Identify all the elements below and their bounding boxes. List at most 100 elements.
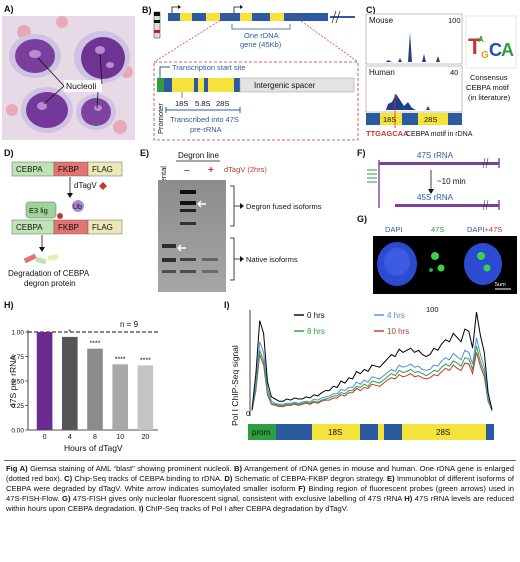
caption-d: Schematic of CEBPA-FKBP degron strategy. xyxy=(232,474,388,483)
one-rdna-label: One rDNA xyxy=(244,31,279,40)
panel-f-label: F) xyxy=(357,148,366,158)
h-ytick-label: 1.00 xyxy=(11,330,24,337)
line-chart-pol1-chipseq: Pol I ChIP-Seq signal 100 0 prom 18S 28S… xyxy=(230,305,494,440)
human-label: Human xyxy=(369,68,395,77)
caption-b-label: B) xyxy=(234,464,243,473)
caption-h: 47S rRNA levels are reduced within hours… xyxy=(6,494,514,513)
logo-g-icon: G xyxy=(481,50,489,61)
motif-label: CEBPA motif in rDNA xyxy=(406,131,473,138)
caption-b: Arrangement of rDNA genes in mouse and h… xyxy=(6,464,514,483)
i-legend-label: 8 hrs xyxy=(307,327,325,336)
i-ylabel: Pol I ChIP-Seq signal xyxy=(230,345,240,426)
dtagv-molecule-icon xyxy=(99,182,107,190)
panel-i: I) Pol I ChIP-Seq signal 100 0 prom 18S … xyxy=(164,298,518,458)
degradation-label-2: degron protein xyxy=(24,279,76,288)
dtag-2hrs-label: dTagV (2hrs) xyxy=(224,165,267,174)
h-xtick-label: 4 xyxy=(68,434,72,441)
gene-size-label: gene (45Kb) xyxy=(240,40,282,49)
white-arrow-native-icon xyxy=(177,244,186,252)
panel-a: A) Nucleoli xyxy=(2,2,137,142)
h-xtick-label: 8 xyxy=(93,434,97,441)
nucleoli-label: Nucleoli xyxy=(66,81,96,91)
g-dapi-label: DAPI xyxy=(385,225,403,234)
pre-rrna-label: pre-rRNA xyxy=(190,125,222,134)
h-bar xyxy=(87,348,103,430)
caption-e: Immunoblot of different isoforms of CEBP… xyxy=(6,474,514,493)
consensus-label-3: (in literature) xyxy=(468,93,511,102)
consensus-label-2: CEBPA motif xyxy=(466,83,510,92)
panel-b-label: B) xyxy=(142,5,152,15)
g-dapi-merge-label: DAPI+47S xyxy=(467,225,502,234)
d-fkbp2-label: FKBP xyxy=(58,223,79,232)
h-bar xyxy=(137,365,154,430)
caption-i-label: I) xyxy=(138,504,144,513)
d-flag-label: FLAG xyxy=(92,165,113,174)
tss-label: Transcription start site xyxy=(172,63,246,72)
panel-h: H) 47S pre rRNA Hours of dTagV n = 9 0.0… xyxy=(2,298,162,458)
d-cebpa-label: CEBPA xyxy=(16,165,43,174)
panel-d-label: D) xyxy=(4,148,14,158)
i-series-line xyxy=(251,345,493,411)
caption-g-label: G) xyxy=(62,494,71,503)
b-58s-label: 5.8S xyxy=(195,99,210,108)
cebpa-chipseq-tracks: Mouse 100 Human 40 18S 28S TTGAGCAA CEBP… xyxy=(365,13,517,138)
human-max-label: 40 xyxy=(450,68,458,77)
f-45s-label: 45S rRNA xyxy=(417,193,454,202)
giemsa-stain-image: Nucleoli xyxy=(2,16,135,140)
h-ytick-label: 0.50 xyxy=(11,379,24,386)
logo-a-icon: A xyxy=(501,40,514,60)
h-ytick-label: 0.75 xyxy=(11,354,24,361)
degron-line-label: Degron line xyxy=(178,151,219,160)
panel-f: F) 47S rRNA ~10 min 45S rRNA xyxy=(355,146,518,212)
panel-e: E) Degron line Parental – + dTagV (2hrs) xyxy=(138,146,353,296)
bar-chart-47s-levels: 47S pre rRNA Hours of dTagV n = 9 0.00 0.… xyxy=(8,320,158,453)
panel-c: C) Mouse 100 Human 40 18S 28S TTGAGCAA C… xyxy=(364,2,518,142)
rdna-gene-arrangement-diagram: One rDNA gene (45Kb) Transcription start… xyxy=(153,5,359,141)
white-arrow-fused-icon xyxy=(197,200,206,208)
caption-c-label: C) xyxy=(64,474,73,483)
i-series-line xyxy=(251,312,493,410)
i-series-line xyxy=(251,352,493,411)
panel-g: G) DAPI 47S DAPI+47S 5um xyxy=(355,212,518,296)
h-bar xyxy=(61,336,78,430)
d-ub-label: Ub xyxy=(73,204,82,211)
panel-d: D) CEBPA FKBP FLAG dTagV E3 lig Ub CEBPA… xyxy=(2,146,134,296)
caption-d-label: D) xyxy=(224,474,233,483)
caption-f-label: F) xyxy=(298,484,306,493)
caption-a: Giemsa staining of AML “blast” showing p… xyxy=(27,464,235,473)
green-probe-arrows-icon xyxy=(367,169,377,183)
panel-a-label: A) xyxy=(4,4,14,14)
d-cebpa2-label: CEBPA xyxy=(16,223,43,232)
i-legend-label: 4 hrs xyxy=(387,311,405,320)
panel-e-label: E) xyxy=(140,148,149,158)
mouse-label: Mouse xyxy=(369,16,394,25)
transcribed-label: Transcribed into 47S xyxy=(170,115,239,124)
panel-g-label: G) xyxy=(357,214,367,224)
fish-probe-diagram: 47S rRNA ~10 min 45S rRNA xyxy=(367,151,500,211)
i-legend-label: 10 hrs xyxy=(387,327,409,336)
i-28s-label: 28S xyxy=(436,428,450,437)
panel-b: B) One rDNA gene (45Kb) Transcription st… xyxy=(140,2,362,142)
logo-c-icon: C xyxy=(489,40,502,60)
caption-i: ChIP-Seq tracks of Pol I after CEBPA deg… xyxy=(143,504,349,513)
g-47s-label: 47S xyxy=(431,225,444,234)
h-ylabel: 47S pre rRNA xyxy=(8,355,18,408)
h-n-label: n = 9 xyxy=(120,320,139,329)
immunoblot-figure: Degron line Parental – + dTagV (2hrs) xyxy=(158,151,322,292)
h-significance-label: **** xyxy=(115,356,126,363)
i-prom-label: prom xyxy=(252,428,271,437)
d-flag2-label: FLAG xyxy=(92,223,113,232)
parental-label: Parental xyxy=(159,166,168,194)
i-legend-label: 0 hrs xyxy=(307,311,325,320)
b-18s-label: 18S xyxy=(175,99,188,108)
h-bar xyxy=(36,332,53,430)
b-28s-label: 28S xyxy=(216,99,229,108)
caption-e-label: E) xyxy=(387,474,395,483)
d-e3-label: E3 lig xyxy=(29,206,48,215)
intergenic-label: Intergenic spacer xyxy=(254,81,316,90)
plus-label: + xyxy=(208,165,214,176)
h-xtick-label: 10 xyxy=(116,434,124,441)
h-significance-label: **** xyxy=(140,357,151,364)
logo-t-icon: T xyxy=(468,34,482,59)
c-18s-label: 18S xyxy=(383,115,396,124)
